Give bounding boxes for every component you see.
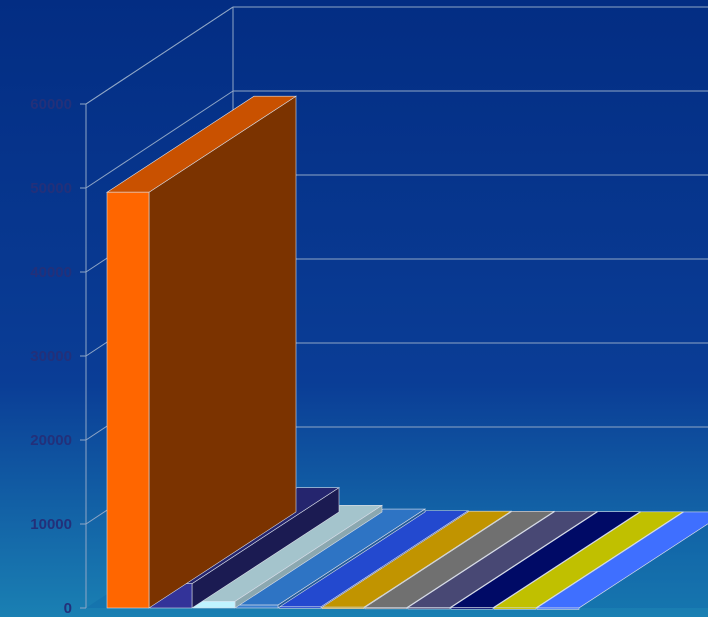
bar-6	[320, 510, 513, 609]
bar-11	[535, 511, 708, 610]
y-tick-label: 30000	[30, 348, 72, 365]
y-tick-label: 40000	[30, 264, 72, 281]
bar-front-face	[407, 607, 451, 610]
bar-front-face	[493, 607, 537, 610]
bar-front-face	[106, 191, 150, 609]
bar-front-face	[278, 606, 322, 609]
bar-front-face	[450, 607, 494, 610]
gridline-depth	[85, 90, 234, 189]
bar-9	[449, 511, 642, 610]
bar-7	[363, 510, 556, 610]
y-tick-label: 0	[64, 600, 72, 617]
bar-series	[105, 95, 708, 610]
bar-front-face	[536, 607, 580, 610]
y-tick-label: 50000	[30, 180, 72, 197]
bar-1	[105, 95, 298, 609]
gridline-depth	[85, 6, 234, 105]
bar-10	[492, 511, 685, 610]
bar-front-face	[321, 606, 365, 609]
y-tick-label: 10000	[30, 516, 72, 533]
y-axis-ticks: 0 10000 20000 30000 40000 50000 60000	[30, 96, 86, 617]
bar-3	[191, 504, 384, 609]
y-tick-label: 60000	[30, 96, 72, 113]
y-tick-label: 20000	[30, 432, 72, 449]
bar-front-face	[235, 604, 279, 609]
bar-front-face	[364, 607, 408, 610]
bar-5	[277, 510, 470, 609]
